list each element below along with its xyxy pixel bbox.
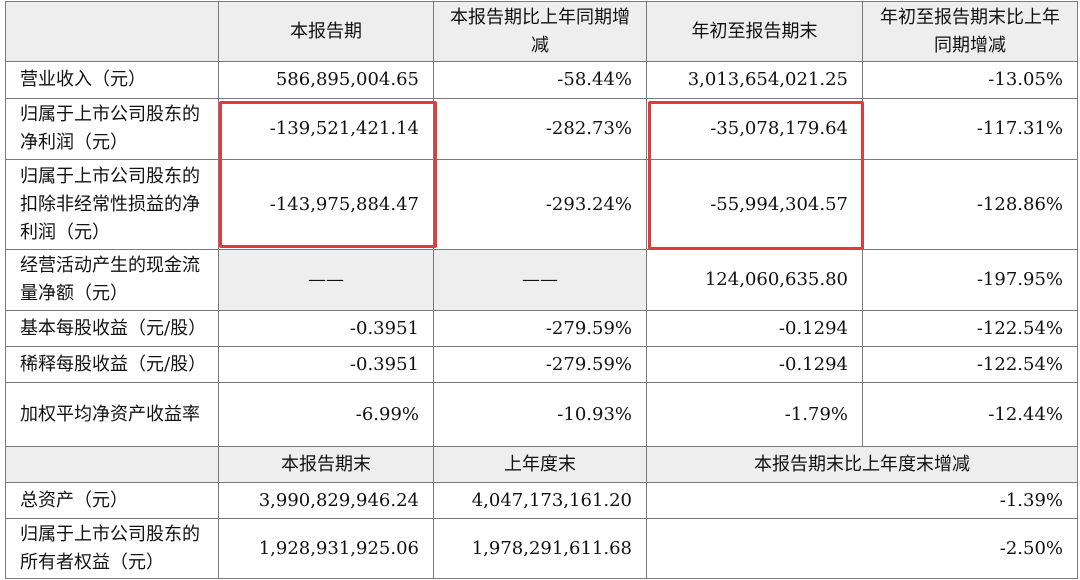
cell-value: -13.05% bbox=[862, 61, 1078, 99]
cell-value: -0.1294 bbox=[646, 310, 863, 347]
cell-value: -117.31% bbox=[862, 98, 1078, 160]
row-label: 基本每股收益（元/股） bbox=[5, 310, 219, 347]
cell-value: -293.24% bbox=[433, 159, 647, 250]
cell-value: -2.50% bbox=[646, 518, 1078, 579]
cell-value: -282.73% bbox=[433, 98, 647, 160]
row-label: 归属于上市公司股东的扣除非经常性损益的净利润（元） bbox=[5, 159, 219, 250]
financial-table: 本报告期 本报告期比上年同期增减 年初至报告期末 年初至报告期末比上年同期增减 … bbox=[5, 1, 1078, 579]
table-row: 归属于上市公司股东的所有者权益（元） 1,928,931,925.06 1,97… bbox=[5, 518, 1078, 579]
cell-value: -1.39% bbox=[646, 482, 1078, 519]
cell-value: 586,895,004.65 bbox=[218, 61, 434, 99]
table-row: 归属于上市公司股东的净利润（元） -139,521,421.14 -282.73… bbox=[5, 98, 1078, 160]
table-row: 营业收入（元） 586,895,004.65 -58.44% 3,013,654… bbox=[5, 61, 1078, 99]
row-label: 经营活动产生的现金流量净额（元） bbox=[5, 249, 219, 311]
table-row: 加权平均净资产收益率 -6.99% -10.93% -1.79% -12.44% bbox=[5, 382, 1078, 447]
header-current-period-yoy: 本报告期比上年同期增减 bbox=[433, 1, 647, 62]
cell-value: -0.1294 bbox=[646, 346, 863, 383]
header-period-end-change: 本报告期末比上年度末增减 bbox=[646, 446, 1078, 483]
cell-value: -197.95% bbox=[862, 249, 1078, 311]
row-label: 加权平均净资产收益率 bbox=[5, 382, 219, 447]
cell-value: -128.86% bbox=[862, 159, 1078, 250]
header-current-period: 本报告期 bbox=[218, 1, 434, 62]
cell-value: -279.59% bbox=[433, 346, 647, 383]
cell-value: 1,978,291,611.68 bbox=[433, 518, 647, 579]
table-row: 基本每股收益（元/股） -0.3951 -279.59% -0.1294 -12… bbox=[5, 310, 1078, 347]
cell-value: -122.54% bbox=[862, 346, 1078, 383]
table-row: 总资产（元） 3,990,829,946.24 4,047,173,161.20… bbox=[5, 482, 1078, 519]
highlight-box-ytd bbox=[648, 101, 864, 250]
cell-value: 124,060,635.80 bbox=[646, 249, 863, 311]
row-label: 稀释每股收益（元/股） bbox=[5, 346, 219, 383]
cell-value: -35,078,179.64 bbox=[646, 98, 863, 160]
cell-value: -139,521,421.14 bbox=[218, 98, 434, 160]
row-label: 总资产（元） bbox=[5, 482, 219, 519]
header2-corner bbox=[5, 446, 219, 483]
cell-value: -279.59% bbox=[433, 310, 647, 347]
highlight-box-current-period bbox=[219, 101, 437, 248]
header-ytd-yoy: 年初至报告期末比上年同期增减 bbox=[862, 1, 1078, 62]
header-corner bbox=[5, 1, 219, 62]
header-period-end: 本报告期末 bbox=[218, 446, 434, 483]
cell-value: -0.3951 bbox=[218, 310, 434, 347]
header-row: 本报告期 本报告期比上年同期增减 年初至报告期末 年初至报告期末比上年同期增减 bbox=[5, 1, 1078, 62]
table-row: 经营活动产生的现金流量净额（元） —— —— 124,060,635.80 -1… bbox=[5, 249, 1078, 311]
row-label: 归属于上市公司股东的所有者权益（元） bbox=[5, 518, 219, 579]
cell-value: -1.79% bbox=[646, 382, 863, 447]
table-row: 归属于上市公司股东的扣除非经常性损益的净利润（元） -143,975,884.4… bbox=[5, 159, 1078, 250]
cell-value: —— bbox=[433, 249, 647, 311]
row-label: 归属于上市公司股东的净利润（元） bbox=[5, 98, 219, 160]
cell-value: 1,928,931,925.06 bbox=[218, 518, 434, 579]
cell-value: -6.99% bbox=[218, 382, 434, 447]
header-row-2: 本报告期末 上年度末 本报告期末比上年度末增减 bbox=[5, 446, 1078, 483]
cell-value: -55,994,304.57 bbox=[646, 159, 863, 250]
cell-value: 3,013,654,021.25 bbox=[646, 61, 863, 99]
cell-value: 4,047,173,161.20 bbox=[433, 482, 647, 519]
header-ytd: 年初至报告期末 bbox=[646, 1, 863, 62]
cell-value: —— bbox=[218, 249, 434, 311]
cell-value: -10.93% bbox=[433, 382, 647, 447]
header-prior-year-end: 上年度末 bbox=[433, 446, 647, 483]
cell-value: -58.44% bbox=[433, 61, 647, 99]
table-row: 稀释每股收益（元/股） -0.3951 -279.59% -0.1294 -12… bbox=[5, 346, 1078, 383]
cell-value: -122.54% bbox=[862, 310, 1078, 347]
cell-value: 3,990,829,946.24 bbox=[218, 482, 434, 519]
row-label: 营业收入（元） bbox=[5, 61, 219, 99]
cell-value: -0.3951 bbox=[218, 346, 434, 383]
cell-value: -12.44% bbox=[862, 382, 1078, 447]
